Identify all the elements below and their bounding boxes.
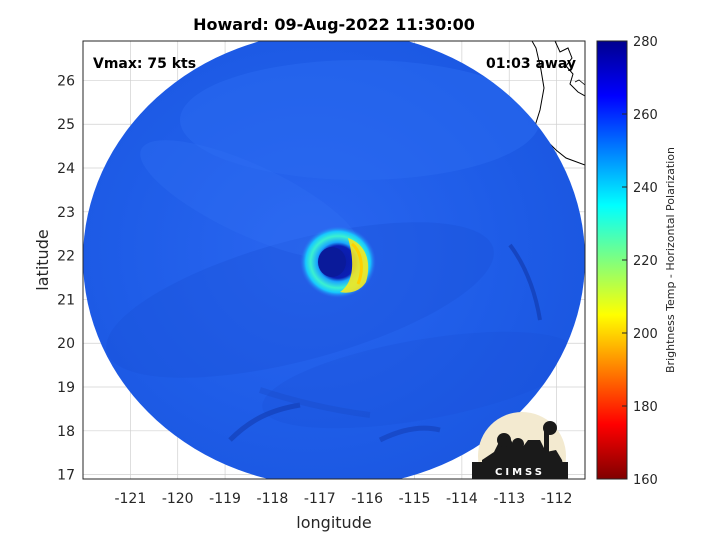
colorbar-tick-labels: 160 180 200 220 240 260 280 [622,35,658,488]
y-tick-label: 17 [57,468,75,484]
x-tick-label: -115 [399,491,431,507]
vmax-annotation: Vmax: 75 kts [93,56,196,72]
colorbar-tick-label: 280 [633,35,658,50]
time-away-annotation: 01:03 away [486,56,576,72]
y-axis-label: latitude [33,229,52,290]
y-tick-label: 18 [57,424,75,440]
logo-text: CIMSS [495,467,545,478]
y-tick-label: 21 [57,292,75,308]
x-tick-label: -113 [493,491,525,507]
x-axis-label: longitude [296,513,371,532]
y-tick-label: 22 [57,249,75,265]
colorbar-tick-label: 160 [633,473,658,488]
x-tick-label: -116 [351,491,383,507]
colorbar-tick-label: 200 [633,327,658,342]
x-tick-label: -114 [446,491,478,507]
map-axes-frame [82,40,586,480]
y-tick-label: 19 [57,380,75,396]
x-tick-label: -120 [162,491,194,507]
x-tick-label: -112 [541,491,573,507]
microwave-swath [83,41,585,479]
x-tick-label: -117 [304,491,336,507]
y-tick-label: 20 [57,336,75,352]
y-tick-label: 24 [57,161,75,177]
x-tick-labels: -121 -120 -119 -118 -117 -116 -115 -114 -113 -112 [114,491,572,507]
colorbar-label: Brightness Temp - Horizontal Polarizatio… [664,147,677,373]
plot-title: Howard: 09-Aug-2022 11:30:00 [193,15,475,34]
colorbar-tick-label: 180 [633,400,658,415]
x-tick-label: -118 [257,491,289,507]
y-tick-label: 23 [57,205,75,221]
colorbar-tick-label: 220 [633,254,658,269]
y-tick-labels: 17 18 19 20 21 22 23 24 25 26 [57,73,75,483]
y-tick-label: 25 [57,117,75,133]
cimss-logo: CIMSS [472,412,568,479]
x-tick-label: -121 [114,491,146,507]
storm-eye [318,247,346,277]
y-tick-label: 26 [57,73,75,89]
x-tick-label: -119 [209,491,241,507]
colorbar-tick-label: 240 [633,181,658,196]
colorbar-tick-label: 260 [633,108,658,123]
